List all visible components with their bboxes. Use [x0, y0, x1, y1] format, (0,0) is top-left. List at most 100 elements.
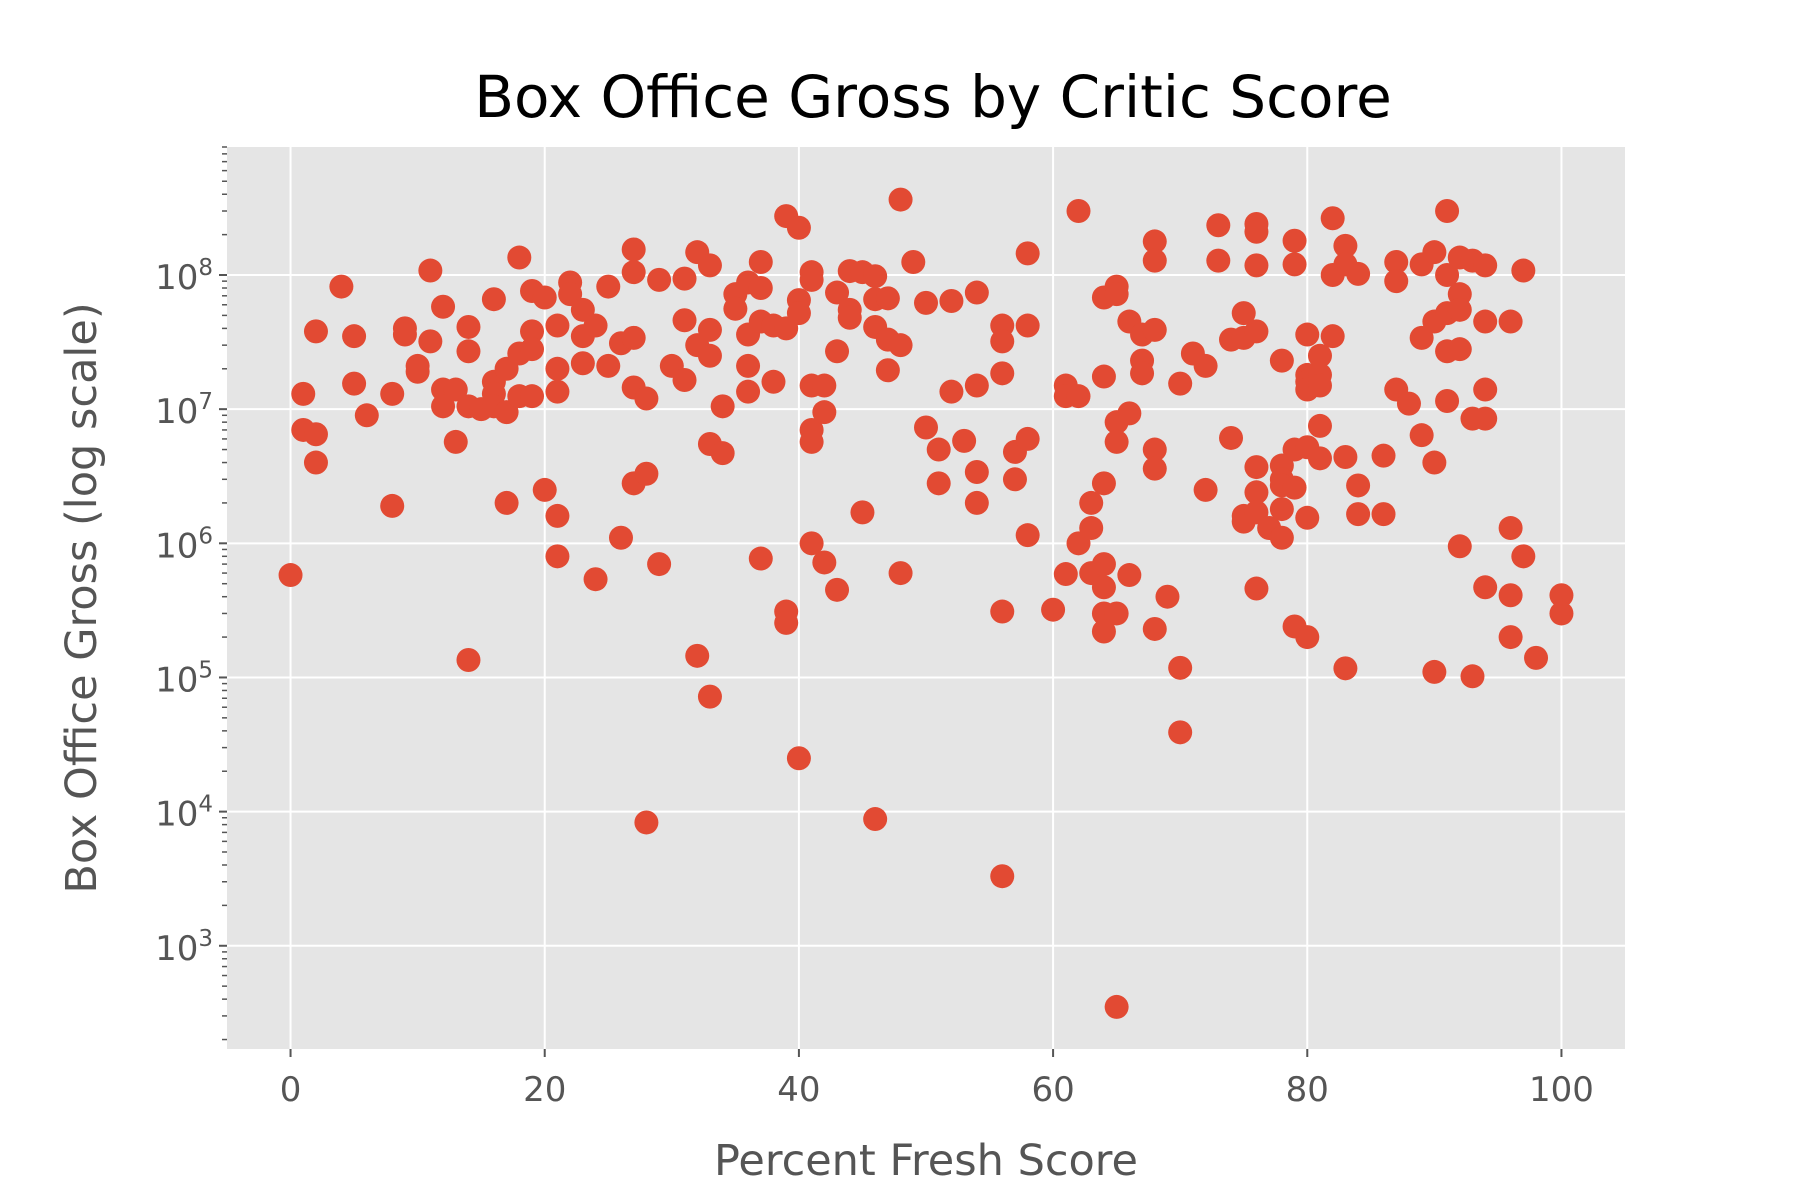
data-point — [799, 267, 824, 292]
data-point — [545, 544, 570, 569]
data-point — [1142, 229, 1167, 254]
data-point — [812, 400, 837, 425]
data-point — [914, 290, 938, 315]
data-point — [596, 274, 621, 299]
data-point — [799, 531, 824, 556]
data-point — [964, 460, 989, 485]
data-point — [1498, 583, 1523, 608]
x-tick-label: 20 — [523, 1070, 566, 1110]
data-point — [634, 461, 659, 486]
data-point — [812, 373, 837, 398]
data-point — [1511, 258, 1536, 283]
data-point — [1549, 601, 1574, 626]
data-point — [697, 343, 722, 368]
data-point — [914, 415, 938, 440]
data-point — [1422, 240, 1447, 265]
data-point — [990, 864, 1015, 889]
data-point — [329, 274, 354, 299]
chart-title: Box Office Gross by Critic Score — [474, 63, 1392, 131]
data-point — [1142, 437, 1167, 462]
data-point — [748, 546, 773, 571]
data-point — [1384, 250, 1409, 275]
x-tick-label: 0 — [280, 1070, 302, 1110]
y-tick-base: 10 — [155, 795, 198, 835]
data-point — [1244, 219, 1269, 244]
data-point — [939, 379, 964, 404]
data-point — [532, 477, 557, 502]
data-point — [1307, 446, 1332, 471]
data-point — [1473, 406, 1498, 431]
data-point — [1307, 373, 1332, 398]
data-point — [456, 339, 481, 364]
y-axis-label: Box Office Gross (log scale) — [57, 302, 107, 893]
data-point — [1066, 199, 1091, 224]
data-point — [494, 400, 519, 425]
data-point — [837, 305, 862, 330]
data-point — [1142, 317, 1167, 342]
data-point — [621, 325, 646, 350]
data-point — [647, 552, 672, 577]
data-point — [303, 319, 328, 344]
data-point — [1473, 377, 1498, 402]
data-point — [710, 394, 735, 419]
data-point — [545, 313, 570, 338]
data-point — [888, 561, 913, 586]
data-point — [1079, 516, 1104, 541]
data-point — [774, 610, 799, 635]
data-point — [1447, 337, 1472, 362]
data-point — [1104, 282, 1129, 307]
data-point — [1142, 616, 1167, 641]
data-point — [697, 317, 722, 342]
data-point — [1269, 525, 1294, 550]
data-point — [621, 237, 646, 262]
y-tick-exponent: 5 — [198, 657, 213, 683]
data-point — [545, 379, 570, 404]
data-point — [1015, 426, 1040, 451]
y-tick-base: 10 — [155, 392, 198, 432]
data-point — [1066, 384, 1091, 409]
y-tick-exponent: 7 — [198, 389, 213, 415]
data-point — [570, 351, 595, 376]
data-point — [1384, 269, 1409, 294]
y-tick-exponent: 4 — [198, 792, 213, 818]
data-point — [1282, 252, 1307, 277]
data-point — [443, 429, 468, 454]
data-point — [1168, 720, 1193, 745]
x-tick-label: 40 — [777, 1070, 820, 1110]
data-point — [710, 441, 735, 466]
data-point — [825, 339, 850, 364]
data-point — [939, 289, 964, 314]
data-point — [1447, 534, 1472, 559]
data-point — [964, 373, 989, 398]
data-point — [875, 358, 900, 383]
data-point — [1320, 206, 1345, 231]
data-point — [1091, 364, 1116, 389]
data-point — [1244, 253, 1269, 278]
data-point — [926, 471, 951, 496]
data-point — [685, 643, 710, 668]
data-point — [1333, 656, 1358, 681]
data-point — [1473, 309, 1498, 334]
data-point — [1396, 391, 1421, 416]
data-point — [456, 314, 481, 339]
data-point — [1104, 429, 1129, 454]
data-point — [1168, 371, 1193, 396]
data-point — [1091, 575, 1116, 600]
data-point — [1244, 319, 1269, 344]
data-point — [850, 500, 875, 525]
data-point — [1422, 659, 1447, 684]
data-point — [799, 429, 824, 454]
data-point — [761, 369, 786, 394]
data-point — [1409, 325, 1434, 350]
data-point — [1206, 248, 1231, 273]
data-point — [1422, 450, 1447, 475]
data-point — [520, 337, 545, 362]
x-tick-label: 100 — [1529, 1070, 1594, 1110]
data-point — [748, 250, 773, 275]
data-point — [443, 377, 468, 402]
data-point — [812, 550, 837, 575]
data-point — [1142, 248, 1167, 273]
y-tick-exponent: 8 — [198, 255, 213, 281]
data-point — [672, 308, 697, 333]
data-point — [1104, 994, 1129, 1019]
